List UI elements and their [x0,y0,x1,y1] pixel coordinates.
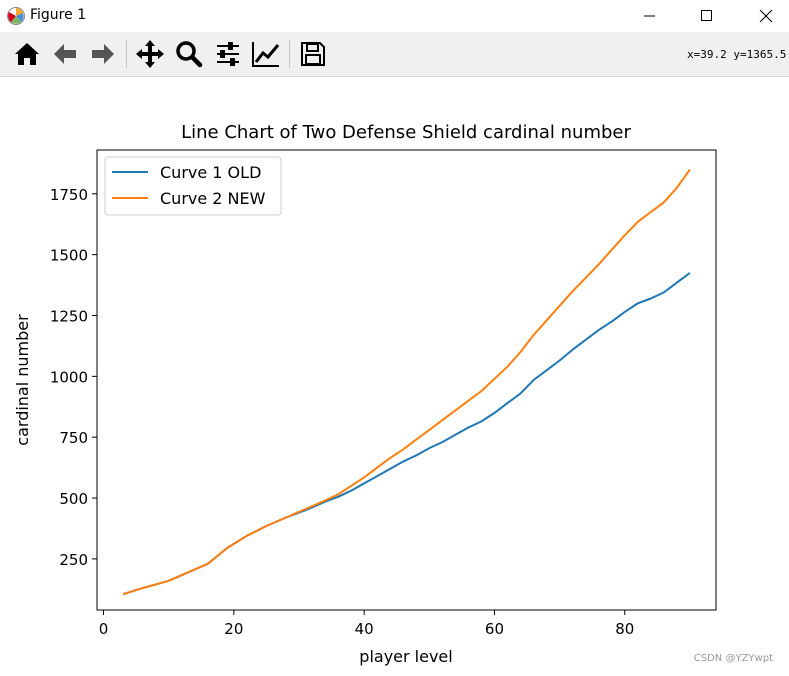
legend-label-curve-2: Curve 2 NEW [160,189,266,208]
window-title: Figure 1 [30,7,87,23]
back-button[interactable] [48,38,82,70]
x-tick-label: 80 [615,620,634,638]
legend-box [104,156,282,216]
configure-subplots-button[interactable] [211,38,245,70]
toolbar-separator [289,40,290,68]
zoom-icon [176,41,203,68]
save-button[interactable] [296,38,330,70]
y-tick-label: 1000 [50,368,88,386]
home-icon [15,43,39,65]
watermark: CSDN @YZYwpt [693,653,773,664]
x-tick-label: 0 [99,620,109,638]
maximize-icon [701,10,712,21]
plot-area-frame [96,149,717,611]
forward-arrow-icon [92,44,114,64]
maximize-button[interactable] [684,0,730,32]
legend: Curve 1 OLD Curve 2 NEW [104,156,282,216]
navigation-toolbar [0,32,789,77]
y-axis-ticks: 250 500 750 1000 1250 1500 1750 [50,186,97,569]
window-titlebar: Figure 1 [0,0,789,32]
series-line-curve-2 [122,168,691,596]
chart-title: Line Chart of Two Defense Shield cardina… [181,122,631,143]
legend-label-curve-1: Curve 1 OLD [160,163,261,182]
minimize-button[interactable] [627,0,673,32]
coordinate-readout: x=39.2 y=1365.5 [687,48,787,61]
home-button[interactable] [10,38,44,70]
zoom-button[interactable] [172,38,206,70]
y-axis-label: cardinal number [13,314,32,446]
y-tick-label: 250 [59,551,88,569]
x-tick-label: 20 [224,620,243,638]
line-chart: Line Chart of Two Defense Shield cardina… [13,122,717,666]
series-lines [122,168,691,596]
y-tick-label: 500 [59,490,88,508]
toolbar-separator [126,40,127,68]
x-tick-label: 40 [355,620,374,638]
y-tick-label: 1250 [50,308,88,326]
close-icon [759,9,773,23]
pan-icon [136,40,164,68]
pan-button[interactable] [133,38,167,70]
configure-subplots-icon [217,42,239,66]
x-axis-label: player level [359,647,452,666]
y-tick-label: 750 [59,429,88,447]
figure-canvas[interactable]: Line Chart of Two Defense Shield cardina… [0,77,789,672]
series-line-curve-1 [122,272,691,596]
close-button[interactable] [743,0,789,32]
minimize-icon [644,15,655,17]
x-axis-ticks: 0 20 40 60 80 [99,610,634,638]
matplotlib-logo-icon [7,7,25,25]
edit-axis-button[interactable] [249,38,283,70]
x-tick-label: 60 [485,620,504,638]
y-tick-label: 1750 [50,186,88,204]
y-tick-label: 1500 [50,247,88,265]
edit-axis-icon [252,42,280,67]
save-icon [301,42,325,66]
back-arrow-icon [54,44,76,64]
forward-button[interactable] [86,38,120,70]
